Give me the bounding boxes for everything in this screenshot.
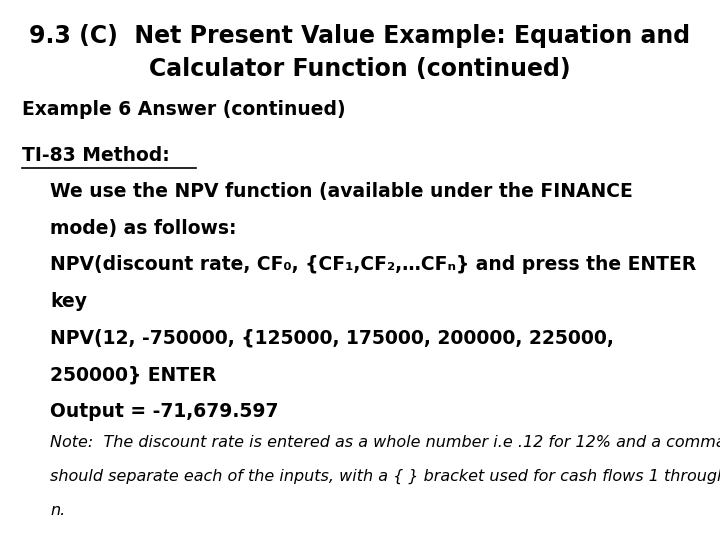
Text: key: key xyxy=(50,292,87,311)
Text: mode) as follows:: mode) as follows: xyxy=(50,219,237,238)
Text: 250000} ENTER: 250000} ENTER xyxy=(50,366,217,384)
Text: 9.3 (C)  Net Present Value Example: Equation and: 9.3 (C) Net Present Value Example: Equat… xyxy=(30,24,690,48)
Text: Example 6 Answer (continued): Example 6 Answer (continued) xyxy=(22,100,345,119)
Text: Calculator Function (continued): Calculator Function (continued) xyxy=(149,57,571,80)
Text: We use the NPV function (available under the FINANCE: We use the NPV function (available under… xyxy=(50,182,633,201)
Text: Output = -71,679.597: Output = -71,679.597 xyxy=(50,402,279,421)
Text: should separate each of the inputs, with a { } bracket used for cash flows 1 thr: should separate each of the inputs, with… xyxy=(50,469,720,484)
Text: TI-83 Method:: TI-83 Method: xyxy=(22,146,169,165)
Text: NPV(discount rate, CF₀, {CF₁,CF₂,…CFₙ} and press the ENTER: NPV(discount rate, CF₀, {CF₁,CF₂,…CFₙ} a… xyxy=(50,255,697,274)
Text: NPV(12, -750000, {125000, 175000, 200000, 225000,: NPV(12, -750000, {125000, 175000, 200000… xyxy=(50,329,614,348)
Text: Note:  The discount rate is entered as a whole number i.e .12 for 12% and a comm: Note: The discount rate is entered as a … xyxy=(50,435,720,450)
Text: n.: n. xyxy=(50,503,66,518)
